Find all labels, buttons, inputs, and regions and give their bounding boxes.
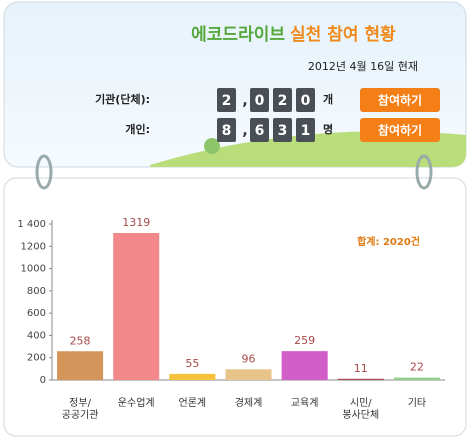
brand: 에코드라이브 [191, 25, 285, 45]
y-tick-label: 800 [27, 286, 46, 297]
digit-box [296, 118, 315, 142]
digit: 0 [255, 93, 265, 109]
digit: 0 [301, 93, 311, 109]
x-tick-label: 정부/ 공공기관 [61, 398, 99, 421]
digit-box [296, 88, 315, 112]
bar [393, 377, 440, 380]
y-tick-label: 0 [40, 375, 46, 386]
bar [57, 351, 104, 380]
bar [169, 373, 216, 380]
button[interactable] [360, 88, 440, 112]
y-tick-label: 1 400 [17, 219, 46, 230]
value-label: 258 [70, 334, 91, 347]
ring [415, 154, 433, 190]
digit-box [250, 118, 269, 142]
title: 실천 참여 현황 [290, 24, 396, 45]
digit-box [273, 118, 292, 142]
value-label: 55 [185, 357, 199, 370]
bar [113, 233, 160, 380]
digit: 3 [278, 123, 288, 139]
bar [337, 378, 384, 380]
value-label: 22 [410, 361, 424, 374]
x-tick-label: 교육계 [290, 398, 319, 409]
digit-box [273, 88, 292, 112]
y-tick-label: 600 [27, 308, 46, 319]
annotation: 합계: 2020건 [357, 235, 420, 248]
bar [225, 369, 272, 380]
digit: , [242, 93, 247, 109]
digit-box [217, 88, 236, 112]
y-tick-label: 400 [27, 330, 46, 341]
y-tick-label: 200 [27, 353, 46, 364]
unit: 명 [323, 122, 333, 136]
button[interactable] [360, 118, 440, 142]
button-label[interactable]: 참여하기 [378, 123, 422, 138]
y-tick-label: 1000 [21, 264, 46, 275]
digit-box [250, 88, 269, 112]
unit: 개 [323, 92, 333, 106]
row-label: 개인: [125, 122, 150, 136]
value-label: 11 [354, 362, 368, 375]
row-label: 기관(단체): [95, 92, 150, 106]
digit: 8 [222, 123, 232, 139]
bar [281, 351, 328, 380]
x-tick-label: 시민/ 봉사단체 [342, 398, 380, 421]
value-label: 259 [294, 334, 315, 347]
digit-box [217, 118, 236, 142]
x-tick-label: 기타 [407, 398, 427, 409]
digit: , [242, 123, 247, 139]
y-tick-label: 1200 [21, 241, 46, 252]
digit: 1 [301, 123, 311, 139]
x-tick-label: 경제계 [234, 398, 263, 409]
x-tick-label: 언론계 [178, 398, 207, 409]
value-label: 1319 [122, 216, 150, 229]
x-tick-label: 운수업계 [117, 398, 155, 409]
digit: 6 [255, 123, 265, 139]
digit: 2 [278, 93, 288, 109]
digit: 2 [222, 93, 232, 109]
tree [204, 138, 220, 154]
value-label: 96 [242, 352, 256, 365]
ring [35, 154, 53, 190]
date: 2012년 4월 16일 현재 [308, 59, 418, 73]
button-label[interactable]: 참여하기 [378, 93, 422, 108]
